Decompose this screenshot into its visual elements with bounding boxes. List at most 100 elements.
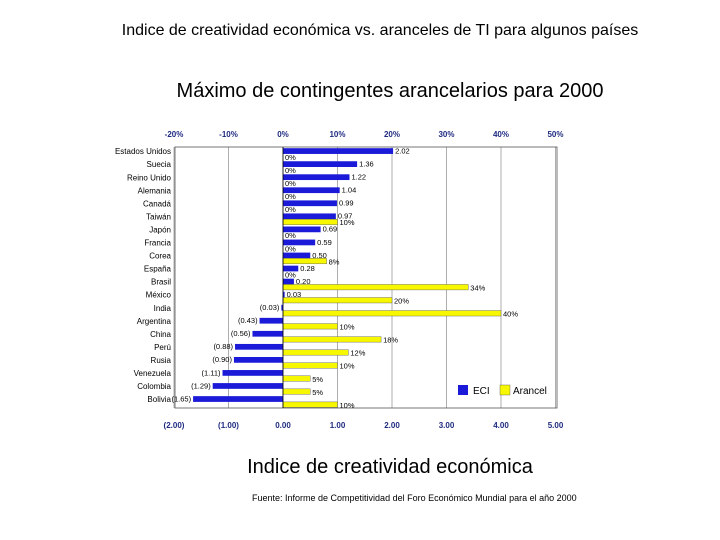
category-label: Corea xyxy=(149,252,171,261)
eci-bar xyxy=(283,239,316,246)
category-label: Canadá xyxy=(143,199,172,208)
category-label: México xyxy=(146,291,172,300)
legend-label-arancel: Arancel xyxy=(513,386,547,397)
eci-bar xyxy=(235,343,283,350)
arancel-bar xyxy=(282,336,382,343)
arancel-bar xyxy=(282,388,311,395)
bottom-tick-label: 5.00 xyxy=(548,421,564,430)
eci-data-label: 1.04 xyxy=(342,186,357,195)
top-tick-label: 10% xyxy=(329,130,345,139)
eci-data-label: 0.50 xyxy=(312,251,327,260)
eci-data-label: 2.02 xyxy=(395,146,410,155)
arancel-data-label: 20% xyxy=(394,296,409,305)
arancel-data-label: 34% xyxy=(470,283,485,292)
arancel-data-label: 0% xyxy=(285,179,296,188)
eci-data-label: (0.88) xyxy=(213,342,233,351)
arancel-data-label: 0% xyxy=(285,166,296,175)
eci-data-label: (1.65) xyxy=(171,394,191,403)
eci-data-label: (1.29) xyxy=(191,381,211,390)
arancel-data-label: 0% xyxy=(285,231,296,240)
x-axis-label: Indice de creatividad económica xyxy=(247,456,533,478)
eci-data-label: 0.03 xyxy=(287,290,302,299)
top-tick-label: -20% xyxy=(165,130,184,139)
eci-bar xyxy=(283,161,358,167)
arancel-data-label: 0% xyxy=(285,270,296,279)
arancel-data-label: 10% xyxy=(340,323,355,332)
eci-bar xyxy=(283,252,311,259)
eci-data-label: (1.11) xyxy=(201,368,221,377)
category-label: Taiwán xyxy=(146,212,171,221)
eci-data-label: 0.28 xyxy=(300,264,315,273)
bottom-tick-label: (2.00) xyxy=(164,421,185,430)
eci-data-label: (0.43) xyxy=(238,316,258,325)
arancel-data-label: 8% xyxy=(329,257,340,266)
eci-bar xyxy=(233,357,283,363)
arancel-data-label: 0% xyxy=(285,205,296,214)
eci-data-label: 0.20 xyxy=(296,277,311,286)
category-label: Estados Unidos xyxy=(115,147,171,156)
category-label: Venezuela xyxy=(134,369,172,378)
category-label: Argentina xyxy=(137,317,172,326)
arancel-data-label: 0% xyxy=(285,153,296,162)
arancel-data-label: 40% xyxy=(503,310,518,319)
eci-bar xyxy=(283,174,350,181)
eci-data-label: 0.59 xyxy=(317,238,332,247)
arancel-bar xyxy=(282,401,338,408)
top-tick-label: 50% xyxy=(547,130,563,139)
eci-data-label: 0.99 xyxy=(339,199,354,208)
eci-data-label: 1.36 xyxy=(359,159,374,168)
top-tick-label: -10% xyxy=(219,130,238,139)
eci-bar xyxy=(283,291,285,298)
bottom-tick-label: (1.00) xyxy=(218,421,239,430)
legend-swatch-eci xyxy=(458,385,468,395)
arancel-bar xyxy=(282,297,393,304)
bottom-tick-label: 0.00 xyxy=(275,421,291,430)
plot-frame xyxy=(174,146,558,409)
legend-label-eci: ECI xyxy=(473,386,490,397)
eci-bar xyxy=(193,396,283,402)
arancel-bar xyxy=(282,375,311,382)
arancel-data-label: 0% xyxy=(285,192,296,201)
category-label: Francia xyxy=(144,239,171,248)
arancel-data-label: 10% xyxy=(340,362,355,371)
eci-bar xyxy=(283,213,336,220)
category-label: Rusia xyxy=(151,356,172,365)
arancel-bar xyxy=(282,323,338,330)
bottom-tick-label: 4.00 xyxy=(493,421,509,430)
category-label: Perú xyxy=(154,343,171,352)
eci-data-label: 0.69 xyxy=(323,225,338,234)
top-tick-label: 40% xyxy=(493,130,509,139)
category-label: China xyxy=(150,330,171,339)
arancel-bar xyxy=(282,349,349,356)
eci-data-label: (0.90) xyxy=(212,355,232,364)
category-label: Brasil xyxy=(151,278,171,287)
eci-bar xyxy=(252,330,283,337)
arancel-data-label: 18% xyxy=(383,336,398,345)
bottom-tick-label: 3.00 xyxy=(439,421,455,430)
arancel-data-label: 10% xyxy=(340,218,355,227)
top-tick-label: 0% xyxy=(277,130,289,139)
arancel-bar xyxy=(282,310,502,317)
category-label: Alemania xyxy=(138,186,172,195)
eci-bar xyxy=(259,317,283,324)
eci-bar xyxy=(283,265,299,272)
category-label: España xyxy=(144,265,172,274)
source-note: Fuente: Informe de Competitividad del Fo… xyxy=(252,493,577,503)
eci-data-label: (0.56) xyxy=(231,329,251,338)
arancel-data-label: 12% xyxy=(350,349,365,358)
eci-bar xyxy=(281,304,283,311)
eci-bar xyxy=(283,226,321,233)
arancel-data-label: 5% xyxy=(312,388,323,397)
arancel-data-label: 5% xyxy=(312,375,323,384)
eci-data-label: 0.97 xyxy=(338,212,353,221)
legend-swatch-arancel xyxy=(499,384,511,396)
bottom-tick-label: 1.00 xyxy=(330,421,346,430)
bottom-tick-label: 2.00 xyxy=(384,421,400,430)
eci-bar xyxy=(283,200,337,207)
top-tick-label: 30% xyxy=(438,130,454,139)
eci-bar xyxy=(283,187,340,194)
chart-subtitle: Máximo de contingentes arancelarios para… xyxy=(176,80,604,102)
arancel-data-label: 0% xyxy=(285,244,296,253)
arancel-data-label: 10% xyxy=(340,401,355,410)
